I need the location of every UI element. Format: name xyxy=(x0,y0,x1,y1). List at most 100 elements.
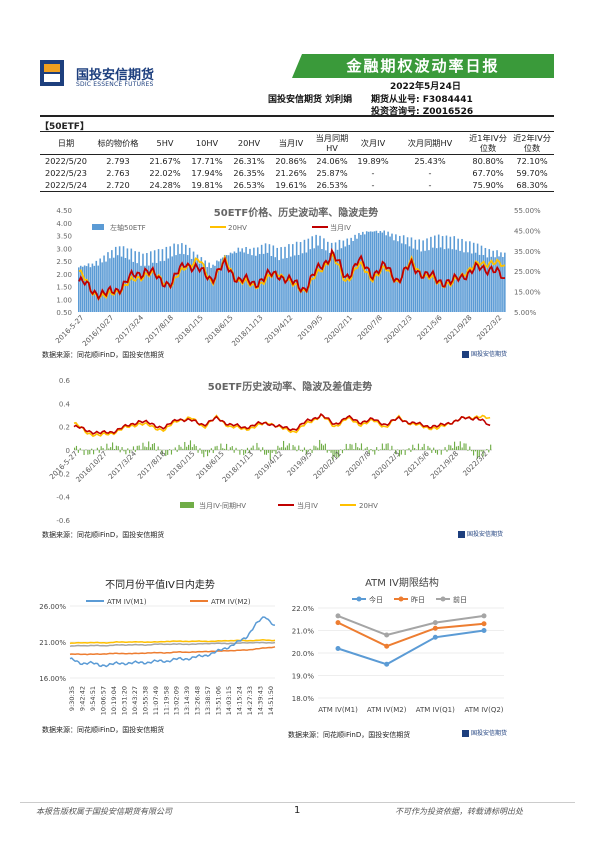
chart1-x-tick: 2017/8/18 xyxy=(144,314,175,345)
chart4-y-tick: 21.0% xyxy=(292,628,315,636)
chart1-price-bar xyxy=(202,263,205,312)
chart3-x-tick: 11:07:49 xyxy=(152,686,160,715)
chart1-price-bar xyxy=(371,231,374,312)
chart2-spread-bar xyxy=(224,448,226,450)
chart2-spread-bar xyxy=(174,447,176,450)
chart2-spread-bar xyxy=(294,446,296,450)
chart2-spread-bar xyxy=(298,445,300,450)
chart2-spread-bar xyxy=(265,450,268,455)
chart1-price-bar xyxy=(157,249,160,312)
chart1-price-bar xyxy=(181,243,183,312)
chart1-price-bar xyxy=(500,252,502,312)
chart1-price-bar xyxy=(480,245,483,312)
chart1-title: 50ETF价格、历史波动率、隐波走势 xyxy=(214,206,378,219)
chart4-legend-label: 昨日 xyxy=(411,595,425,604)
chart2-spread-bar xyxy=(391,445,393,450)
chart1-price-bar xyxy=(478,254,481,312)
footer-disclaimer: 不可作为投资依据，转载请标明出处 xyxy=(395,807,523,816)
chart1-price-bar xyxy=(303,239,306,312)
table-tag: 【50ETF】 xyxy=(40,122,89,132)
chart2-spread-bar xyxy=(347,448,349,450)
chart4-series-line xyxy=(337,621,485,648)
chart2-spread-bar xyxy=(245,450,247,454)
chart1-source: 数据来源：同花顺iFinD，国投安信期货 xyxy=(42,351,165,359)
chart2-spread-bar xyxy=(465,443,467,450)
chart1-price-bar xyxy=(107,252,109,312)
chart2-spread-bar xyxy=(205,450,207,452)
chart2-spread-bar xyxy=(351,444,353,450)
chart2-spread-bar xyxy=(214,446,216,450)
chart1-price-bar xyxy=(282,258,284,312)
chart1-price-bar xyxy=(327,241,329,312)
table-cell: 21.67% xyxy=(149,156,181,166)
chart2-spread-bar xyxy=(112,442,114,450)
chart2-spread-bar xyxy=(123,450,125,452)
chart2-title: 50ETF历史波动率、隐波及差值走势 xyxy=(208,380,372,393)
chart1-price-bar xyxy=(132,261,135,312)
chart2-spread-bar xyxy=(324,443,326,450)
chart1-price-bar xyxy=(338,239,341,312)
chart1-price-bar xyxy=(204,260,207,312)
chart1-price-bar xyxy=(270,256,273,312)
chart2-spread-bar xyxy=(77,450,79,453)
chart1-price-bar xyxy=(399,235,401,312)
chart1-price-bar xyxy=(441,236,444,312)
chart1-price-bar xyxy=(504,252,506,312)
chart1-y-left-tick: 4.50 xyxy=(56,207,72,215)
chart3-x-tick: 10:43:27 xyxy=(131,686,139,715)
table-cell: 2.720 xyxy=(92,179,144,192)
chart2-spread-bar xyxy=(436,450,439,455)
chart1-price-bar xyxy=(465,241,467,312)
chart2-spread-bar xyxy=(404,450,406,455)
license-advisory: 投资咨询号: Z0016526 xyxy=(371,107,474,117)
chart1-price-bar xyxy=(414,239,417,312)
chart2-spread-bar xyxy=(341,450,344,454)
chart2-spread-bar xyxy=(239,450,241,455)
chart4-y-tick: 20.0% xyxy=(292,650,315,658)
chart2-spread-bar xyxy=(125,450,127,455)
chart1-price-bar xyxy=(381,232,384,312)
chart2-spread-bar xyxy=(271,450,273,453)
chart2-y-tick: -0.4 xyxy=(56,494,70,502)
chart2-spread-bar xyxy=(169,449,171,450)
chart1-price-bar xyxy=(459,250,461,312)
chart2-spread-bar xyxy=(106,443,108,450)
chart1-x-tick: 2018/11/13 xyxy=(230,314,264,348)
chart1-price-bar xyxy=(138,251,140,312)
chart1-price-bar xyxy=(186,255,189,312)
chart2-spread-bar xyxy=(322,445,325,450)
chart2-spread-bar xyxy=(463,443,465,450)
chart2-spread-bar xyxy=(433,447,435,450)
chart2-spread-bar xyxy=(186,446,188,450)
chart1-y-right-tick: 55.00% xyxy=(514,207,541,215)
chart2-spread-bar xyxy=(248,450,250,454)
chart2-spread-bar xyxy=(334,450,336,457)
chart1-price-bar xyxy=(437,234,440,312)
chart2-spread-bar xyxy=(283,440,285,450)
chart2-y-tick: 0.6 xyxy=(59,377,71,385)
chart1-price-bar xyxy=(276,247,278,312)
chart2-spread-bar xyxy=(148,441,150,450)
chart1-y-right-tick: 45.00% xyxy=(514,227,541,235)
chart2-spread-bar xyxy=(79,448,81,450)
chart1-price-bar xyxy=(352,241,354,312)
chart1-y-left-tick: 1.50 xyxy=(56,284,72,292)
col-header: 次月IV xyxy=(352,131,394,155)
chart2-spread-bar xyxy=(406,449,408,450)
chart2-spread-bar xyxy=(370,448,372,450)
chart3-x-tick: 10:31:20 xyxy=(120,686,128,715)
chart1-price-bar xyxy=(177,244,179,312)
chart1-price-bar xyxy=(83,265,86,312)
chart1-price-bar xyxy=(268,244,271,312)
chart2-spread-bar xyxy=(364,448,366,450)
table-cell: 24.28% xyxy=(144,179,186,192)
table-cell: 22.02% xyxy=(149,168,181,178)
hv-iv-spread-chart: 50ETF历史波动率、隐波及差值走势 -0.6 -0.4 -0.2 0 0.2 0.4 0.6… xyxy=(48,377,492,524)
chart1-price-bar xyxy=(253,247,255,312)
chart1-price-bar xyxy=(385,235,387,312)
chart2-spread-bar xyxy=(153,443,155,450)
chart2-spread-bar xyxy=(474,450,477,452)
chart2-x-tick: 2017/8/18 xyxy=(136,450,167,481)
chart2-spread-bar xyxy=(455,446,458,450)
chart1-price-bar xyxy=(142,253,144,312)
